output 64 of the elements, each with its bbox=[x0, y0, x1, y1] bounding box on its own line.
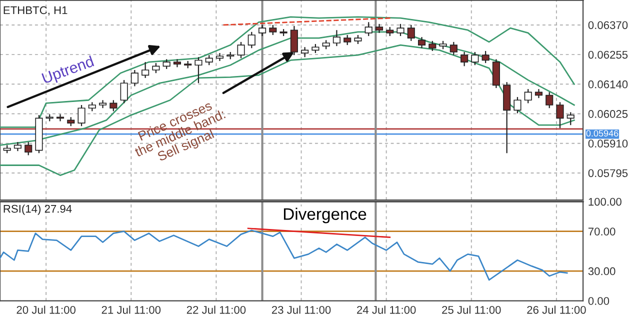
candlestick bbox=[99, 100, 107, 109]
x-tick-label: 25 Jul 11:00 bbox=[442, 306, 501, 314]
candlestick bbox=[14, 142, 22, 152]
candlestick bbox=[258, 24, 266, 37]
candlestick bbox=[78, 104, 86, 127]
candlestick bbox=[88, 102, 96, 112]
candlestick bbox=[142, 61, 150, 79]
candlestick bbox=[534, 88, 543, 99]
candlestick bbox=[428, 40, 436, 52]
candlestick bbox=[194, 56, 202, 84]
candlestick bbox=[130, 69, 138, 87]
candlestick bbox=[460, 51, 468, 67]
candlestick bbox=[344, 34, 352, 46]
y-tick-label: 100.00 bbox=[588, 198, 622, 206]
candlestick bbox=[482, 50, 490, 64]
candlestick bbox=[290, 25, 298, 56]
candlestick bbox=[24, 142, 32, 156]
candlestick bbox=[312, 43, 320, 54]
x-tick-label: 22 Jul 11:00 bbox=[186, 306, 246, 314]
candlestick bbox=[407, 24, 415, 42]
ref-line-label: 0.05946 bbox=[586, 130, 618, 137]
y-tick-label: 0.06255 bbox=[588, 50, 628, 59]
candlestick bbox=[514, 96, 522, 114]
candlestick bbox=[269, 24, 277, 36]
candlestick bbox=[322, 40, 330, 50]
candlestick bbox=[418, 36, 426, 49]
x-tick-label: 20 Jul 11:00 bbox=[16, 306, 76, 314]
y-tick-label: 0.06140 bbox=[588, 80, 628, 88]
candlestick bbox=[364, 22, 372, 37]
candlestick bbox=[248, 31, 256, 49]
candlestick bbox=[546, 92, 554, 109]
candlestick bbox=[332, 30, 340, 47]
x-tick-label: 24 Jul 11:00 bbox=[357, 306, 416, 314]
y-tick-label: 30.00 bbox=[588, 267, 616, 276]
candlestick bbox=[492, 58, 500, 89]
x-tick-label: 26 Jul 11:00 bbox=[527, 306, 586, 314]
chart-title: RSI(14) 27.94 bbox=[4, 204, 72, 215]
candlestick bbox=[120, 79, 128, 104]
x-tick-label: 21 Jul 11:00 bbox=[102, 306, 161, 314]
candlestick bbox=[375, 23, 384, 34]
y-tick-label: 0.00 bbox=[588, 297, 610, 305]
candlestick bbox=[386, 26, 394, 37]
candlestick bbox=[67, 116, 75, 127]
candlestick bbox=[566, 112, 574, 126]
y-tick-label: 0.05910 bbox=[588, 140, 628, 148]
candlestick bbox=[237, 41, 245, 59]
y-tick-label: 0.05795 bbox=[588, 169, 628, 178]
y-tick-label: 0.06370 bbox=[588, 21, 628, 30]
y-tick-label: 0.06025 bbox=[588, 110, 628, 118]
y-tick-label: 70.00 bbox=[588, 228, 616, 236]
annotation: Divergence bbox=[284, 208, 366, 224]
x-tick-label: 23 Jul 11:00 bbox=[272, 306, 331, 314]
candlestick bbox=[556, 102, 564, 129]
candlestick bbox=[162, 58, 170, 70]
candlestick bbox=[450, 41, 458, 56]
candlestick bbox=[396, 23, 404, 37]
candlestick bbox=[524, 88, 532, 104]
candlestick bbox=[471, 51, 479, 66]
chart-title: ETHBTC, H1 bbox=[4, 6, 68, 16]
candlestick bbox=[354, 34, 362, 45]
candlestick bbox=[110, 100, 118, 112]
candlestick bbox=[301, 46, 309, 58]
candlestick bbox=[152, 62, 160, 74]
candlestick bbox=[205, 54, 213, 66]
